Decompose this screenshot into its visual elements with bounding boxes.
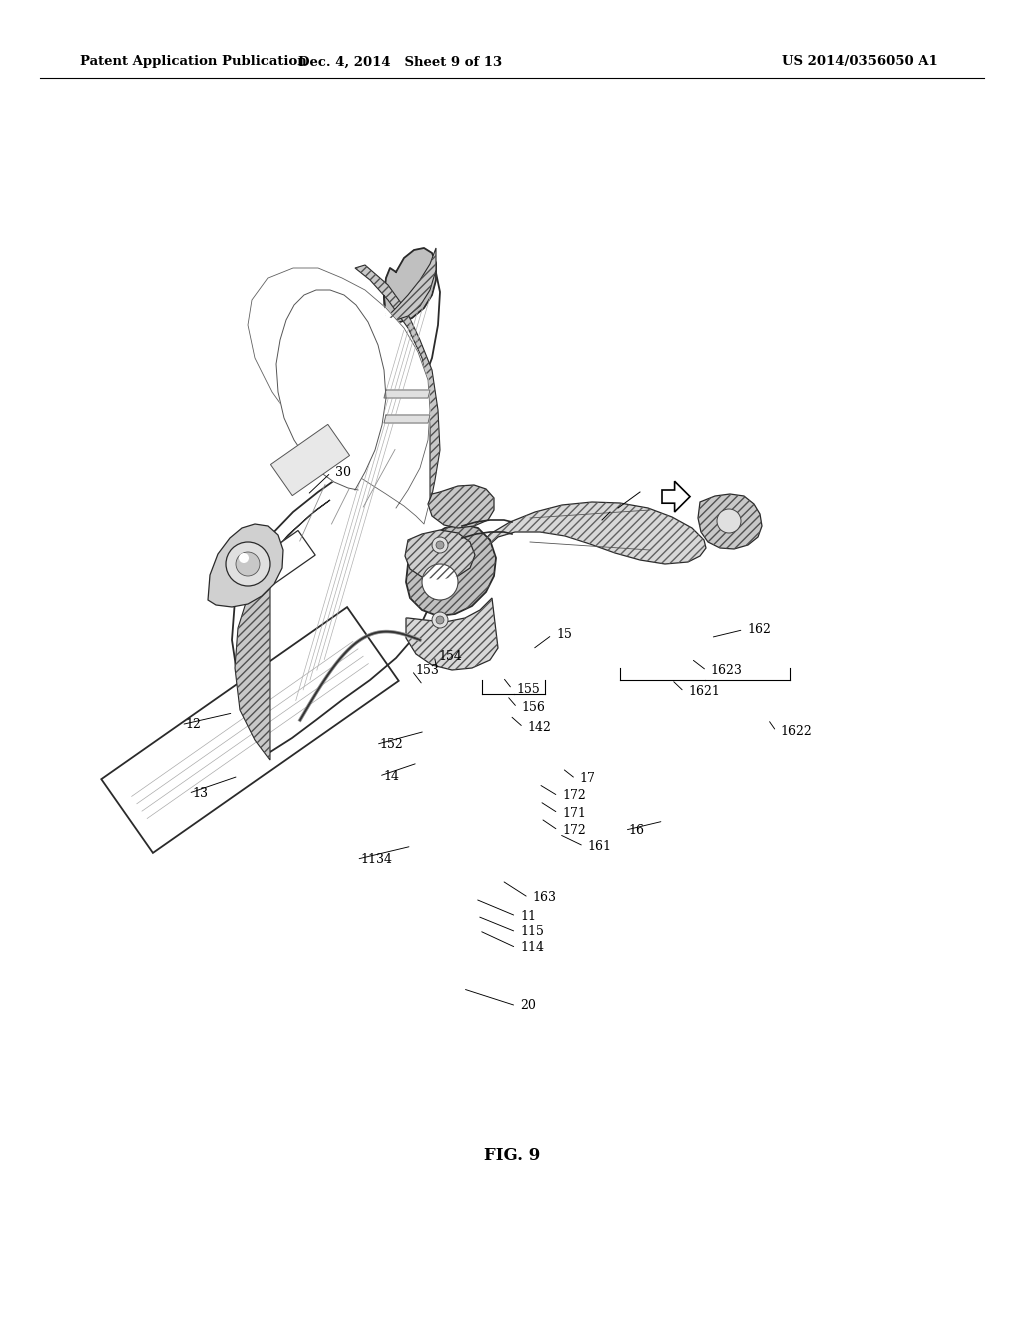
- Polygon shape: [662, 482, 690, 512]
- Polygon shape: [232, 268, 440, 752]
- Text: 17: 17: [580, 772, 596, 785]
- Text: 15: 15: [556, 628, 572, 642]
- Circle shape: [226, 543, 270, 586]
- Text: FIG. 9: FIG. 9: [484, 1147, 540, 1163]
- Polygon shape: [234, 500, 330, 760]
- Polygon shape: [384, 248, 436, 319]
- Circle shape: [717, 510, 741, 533]
- Text: Patent Application Publication: Patent Application Publication: [80, 55, 307, 69]
- Text: 12: 12: [185, 718, 202, 731]
- Polygon shape: [406, 598, 498, 671]
- Polygon shape: [384, 248, 436, 322]
- Polygon shape: [355, 265, 440, 506]
- Text: 152: 152: [380, 738, 403, 751]
- Text: Dec. 4, 2014   Sheet 9 of 13: Dec. 4, 2014 Sheet 9 of 13: [298, 55, 502, 69]
- Text: 172: 172: [562, 789, 586, 803]
- Text: 163: 163: [532, 891, 556, 904]
- Polygon shape: [428, 484, 494, 528]
- Text: 20: 20: [520, 999, 537, 1012]
- Circle shape: [236, 552, 260, 576]
- Polygon shape: [478, 502, 706, 564]
- Polygon shape: [208, 524, 283, 607]
- Circle shape: [432, 612, 449, 628]
- Circle shape: [436, 541, 444, 549]
- Polygon shape: [101, 607, 398, 853]
- Text: 154: 154: [438, 649, 462, 663]
- Polygon shape: [406, 524, 496, 616]
- Polygon shape: [248, 268, 430, 524]
- Text: 1621: 1621: [688, 685, 720, 698]
- Polygon shape: [384, 414, 430, 422]
- Text: 156: 156: [521, 701, 545, 714]
- Text: 1623: 1623: [711, 664, 742, 677]
- Text: 155: 155: [516, 682, 540, 696]
- Circle shape: [436, 616, 444, 624]
- Text: 16: 16: [629, 824, 645, 837]
- Polygon shape: [698, 494, 762, 549]
- Text: 172: 172: [562, 824, 586, 837]
- Text: 1622: 1622: [780, 725, 812, 738]
- Polygon shape: [276, 290, 386, 490]
- Text: 30: 30: [335, 466, 351, 479]
- Text: 14: 14: [383, 770, 399, 783]
- Polygon shape: [249, 531, 315, 590]
- Text: 153: 153: [416, 664, 439, 677]
- Circle shape: [432, 537, 449, 553]
- Text: 11: 11: [520, 909, 537, 923]
- Text: 171: 171: [562, 807, 586, 820]
- Circle shape: [422, 564, 458, 601]
- Text: 115: 115: [520, 925, 544, 939]
- Text: 162: 162: [748, 623, 771, 636]
- Circle shape: [239, 553, 249, 564]
- Text: 142: 142: [527, 721, 551, 734]
- Text: 161: 161: [588, 840, 611, 853]
- Text: US 2014/0356050 A1: US 2014/0356050 A1: [782, 55, 938, 69]
- Polygon shape: [270, 424, 349, 495]
- Polygon shape: [406, 531, 475, 579]
- Text: 1134: 1134: [360, 853, 392, 866]
- Polygon shape: [384, 389, 430, 399]
- Text: 114: 114: [520, 941, 544, 954]
- Text: 13: 13: [193, 787, 209, 800]
